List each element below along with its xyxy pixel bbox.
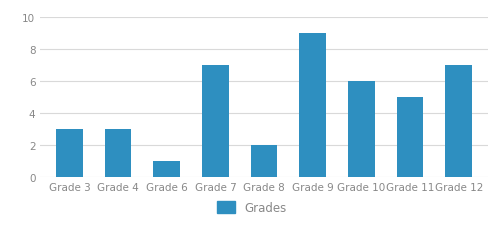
Bar [153,161,180,177]
Legend: Grades: Grades [212,197,291,219]
Bar [56,129,83,177]
Bar [397,98,424,177]
Bar [348,82,375,177]
Bar [445,66,472,177]
Bar [299,34,326,177]
Bar [105,129,131,177]
Bar [250,145,278,177]
Bar [202,66,229,177]
